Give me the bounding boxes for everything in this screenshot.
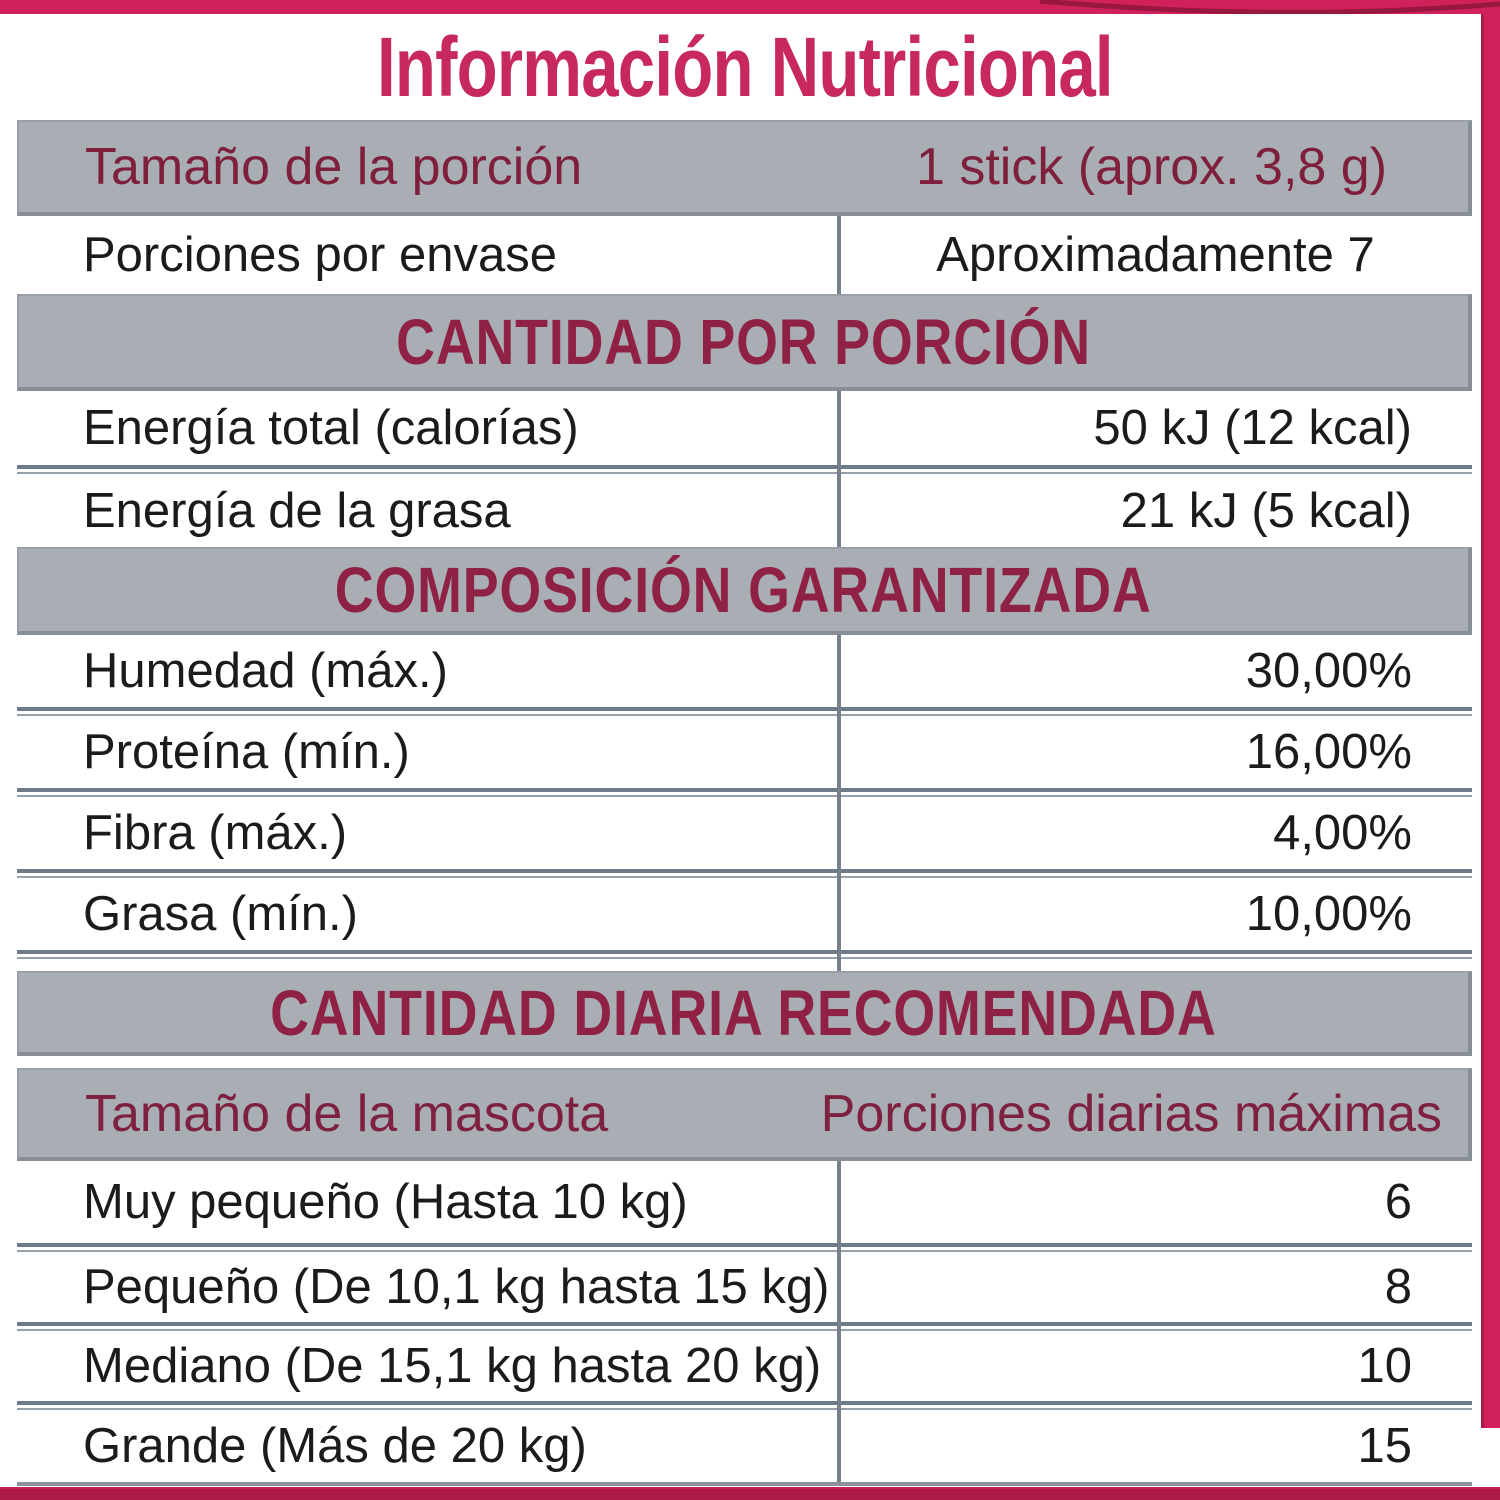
humidity-label: Humedad (máx.) [83,644,448,698]
serving-size-row: Tamaño de la porción 1 stick (aprox. 3,8… [17,120,1472,216]
energy-total-label: Energía total (calorías) [83,401,579,455]
medium-dog-label: Mediano (De 15,1 kg hasta 20 kg) [83,1339,822,1393]
serving-size-value: 1 stick (aprox. 3,8 g) [915,138,1388,196]
row-separator [17,1401,1472,1410]
guaranteed-composition-header: COMPOSICIÓN GARANTIZADA [335,554,1152,626]
fat-row: Grasa (mín.) 10,00% [17,878,1472,950]
medium-dog-row: Mediano (De 15,1 kg hasta 20 kg) 10 [17,1331,1472,1401]
package-right-border [1481,14,1500,1428]
fat-value: 10,00% [1245,887,1412,941]
servings-per-pack-row: Porciones por envase Aproximadamente 7 [17,216,1472,294]
pet-size-column-header: Tamaño de la mascota [85,1084,609,1143]
humidity-value: 30,00% [1245,644,1412,698]
row-separator [17,1243,1472,1252]
serving-size-label: Tamaño de la porción [85,138,583,196]
protein-row: Proteína (mín.) 16,00% [17,716,1472,788]
fiber-label: Fibra (máx.) [83,806,348,860]
fiber-row: Fibra (máx.) 4,00% [17,797,1472,869]
spacer [17,1056,1472,1068]
max-daily-servings-column-header: Porciones diarias máximas [820,1084,1442,1143]
servings-per-pack-value: Aproximadamente 7 [936,228,1375,282]
very-small-dog-row: Muy pequeño (Hasta 10 kg) 6 [17,1161,1472,1243]
servings-per-pack-label: Porciones por envase [83,228,557,282]
guaranteed-composition-section: Humedad (máx.) 30,00% Proteína (mín.) 16… [17,635,1472,971]
amount-per-serving-header: CANTIDAD POR PORCIÓN [396,305,1091,378]
amount-per-serving-section: Energía total (calorías) 50 kJ (12 kcal)… [17,391,1472,547]
row-separator [17,950,1472,959]
humidity-row: Humedad (máx.) 30,00% [17,635,1472,707]
large-dog-value: 15 [1357,1419,1412,1473]
small-dog-row: Pequeño (De 10,1 kg hasta 15 kg) 8 [17,1252,1472,1322]
energy-fat-value: 21 kJ (5 kcal) [1120,483,1412,538]
large-dog-row: Grande (Más de 20 kg) 15 [17,1410,1472,1482]
medium-dog-value: 10 [1357,1339,1412,1393]
energy-total-row: Energía total (calorías) 50 kJ (12 kcal) [17,391,1472,465]
daily-recommended-header-band: CANTIDAD DIARIA RECOMENDADA [17,971,1472,1056]
package-bottom-border [0,1487,1500,1500]
daily-recommended-section: Muy pequeño (Hasta 10 kg) 6 Pequeño (De … [17,1161,1472,1482]
package-photo-edge-arc [1039,0,1500,14]
row-separator [17,788,1472,797]
large-dog-label: Grande (Más de 20 kg) [83,1419,587,1473]
energy-total-value: 50 kJ (12 kcal) [1093,401,1412,455]
daily-recommended-header: CANTIDAD DIARIA RECOMENDADA [270,976,1217,1049]
protein-label: Proteína (mín.) [83,725,410,779]
fiber-value: 4,00% [1273,806,1412,860]
label-title: Información Nutricional [376,20,1114,114]
table-bottom-line [17,1482,1472,1486]
nutrition-facts-table: Información Nutricional Tamaño de la por… [17,14,1472,1486]
title-zone: Información Nutricional [17,14,1472,120]
row-separator [17,465,1472,474]
package-top-border [0,0,1500,14]
amount-per-serving-header-band: CANTIDAD POR PORCIÓN [17,294,1472,391]
servings-per-pack-section: Porciones por envase Aproximadamente 7 [17,216,1472,294]
row-separator [17,869,1472,878]
small-dog-label: Pequeño (De 10,1 kg hasta 15 kg) [83,1260,830,1314]
fat-label: Grasa (mín.) [83,887,358,941]
daily-table-header-band: Tamaño de la mascota Porciones diarias m… [17,1068,1472,1161]
row-separator [17,1322,1472,1331]
row-separator [17,707,1472,716]
spacer [17,959,1472,971]
very-small-dog-value: 6 [1384,1175,1412,1229]
very-small-dog-label: Muy pequeño (Hasta 10 kg) [83,1175,688,1229]
guaranteed-composition-header-band: COMPOSICIÓN GARANTIZADA [17,547,1472,635]
protein-value: 16,00% [1245,725,1412,779]
energy-fat-label: Energía de la grasa [83,483,511,538]
energy-fat-row: Energía de la grasa 21 kJ (5 kcal) [17,474,1472,547]
small-dog-value: 8 [1384,1260,1412,1314]
